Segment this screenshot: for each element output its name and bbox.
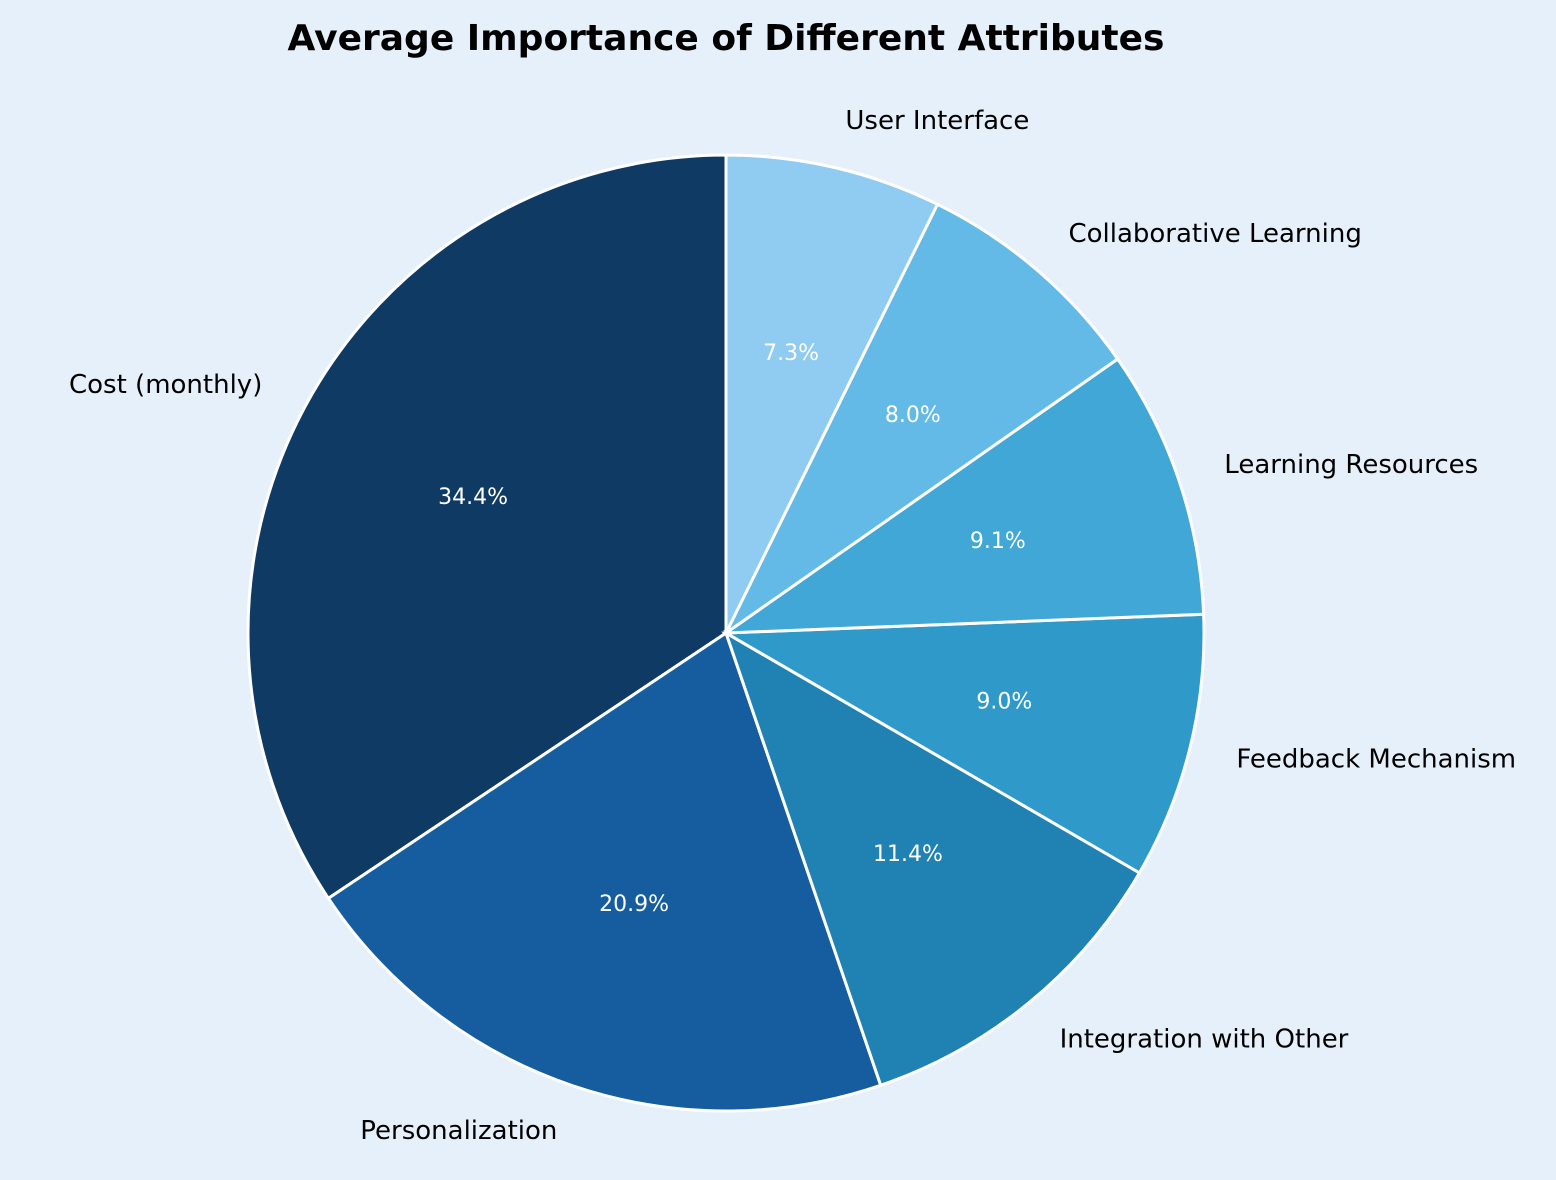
slice-category-label: User Interface [845,106,1029,136]
slice-percent-label: 20.9% [599,892,669,917]
chart-title: Average Importance of Different Attribut… [288,18,1165,59]
slice-percent-label: 7.3% [763,341,819,366]
pie-slice [724,202,1120,635]
category-labels: Cost (monthly) Personalization Integration… [69,106,1516,1146]
slice-category-label: Integration with Other [1060,1024,1349,1054]
slice-category-label: Learning Resources [1224,450,1478,480]
slice-category-label: Feedback Mechanism [1236,745,1516,775]
pie-slice [720,356,1206,635]
slice-category-label: Collaborative Learning [1068,219,1361,249]
pie-slices [246,153,1206,1113]
slice-percent-label: 34.4% [438,485,508,510]
slice-percent-label: 8.0% [885,403,941,428]
slice-percent-label: 9.0% [976,690,1032,715]
pie-slice [720,612,1206,875]
percent-labels: 34.4% 20.9% 11.4% 9.0% 9.1% 8.0% 7.3% [438,341,1032,917]
pie-slice [724,153,940,634]
pie-slice [326,630,883,1113]
slice-category-label: Personalization [360,1116,557,1146]
pie-slice [723,629,1142,1088]
slice-category-label: Cost (monthly) [69,370,262,400]
slice-percent-label: 9.1% [970,529,1026,554]
slice-percent-label: 11.4% [873,842,943,867]
